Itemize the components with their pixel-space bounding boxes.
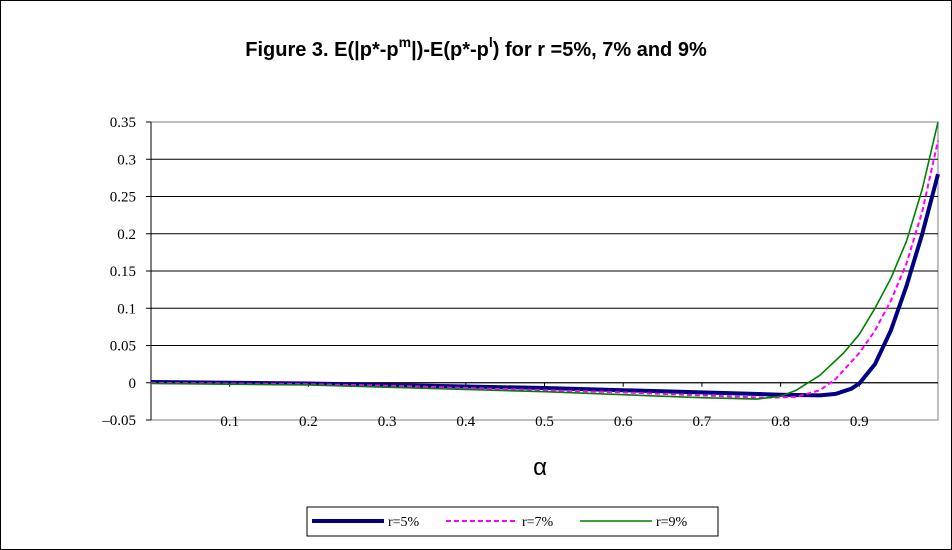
title-main: Figure 3. E(|p*-p bbox=[245, 39, 398, 61]
x-tick-label: 0.7 bbox=[693, 414, 712, 430]
series-layer bbox=[150, 121, 940, 400]
legend: r=5% r=7% r=9% bbox=[306, 506, 719, 537]
x-tick-label: 0.6 bbox=[614, 414, 633, 430]
x-tick-label: 0.2 bbox=[299, 414, 318, 430]
title-tail: ) for r =5%, 7% and 9% bbox=[493, 39, 707, 61]
legend-label: r=7% bbox=[522, 515, 554, 530]
x-axis-label: α bbox=[533, 454, 547, 481]
x-tick-label: 0.9 bbox=[850, 414, 869, 430]
x-tick-label: 0.8 bbox=[771, 414, 790, 430]
chart-title: Figure 3. E(|p*-pm|)-E(p*-pl) for r =5%,… bbox=[245, 34, 707, 61]
legend-label: r=9% bbox=[656, 515, 688, 530]
y-tick-label: 0.2 bbox=[117, 227, 136, 243]
y-tick-label: 0.3 bbox=[117, 152, 136, 168]
x-tick-label: 0.3 bbox=[378, 414, 397, 430]
y-tick-label: 0.1 bbox=[117, 301, 136, 317]
y-tick-label: 0.05 bbox=[110, 339, 136, 355]
x-tick-label: 0.1 bbox=[220, 414, 239, 430]
legend-label: r=5% bbox=[388, 515, 420, 530]
title-middle: |)-E(p*-p bbox=[411, 39, 489, 61]
x-tick-label: 0.4 bbox=[456, 414, 475, 430]
axis-layer: –0.05 0 0.05 0.1 0.15 0.2 0.25 0.3 0.35 0.1 0.2 0.3… bbox=[101, 115, 938, 430]
y-tick-label: 0 bbox=[129, 376, 137, 392]
y-tick-label: 0.25 bbox=[110, 190, 136, 206]
y-tick-label: 0.35 bbox=[110, 115, 136, 131]
y-tick-label: –0.05 bbox=[101, 413, 136, 429]
y-tick-label: 0.15 bbox=[110, 264, 136, 280]
x-tick-label: 0.5 bbox=[535, 414, 554, 430]
title-sup-m: m bbox=[399, 34, 411, 50]
series-line-r9 bbox=[150, 121, 939, 400]
title-sup-l: l bbox=[489, 34, 493, 50]
series-line-r7 bbox=[150, 140, 939, 399]
